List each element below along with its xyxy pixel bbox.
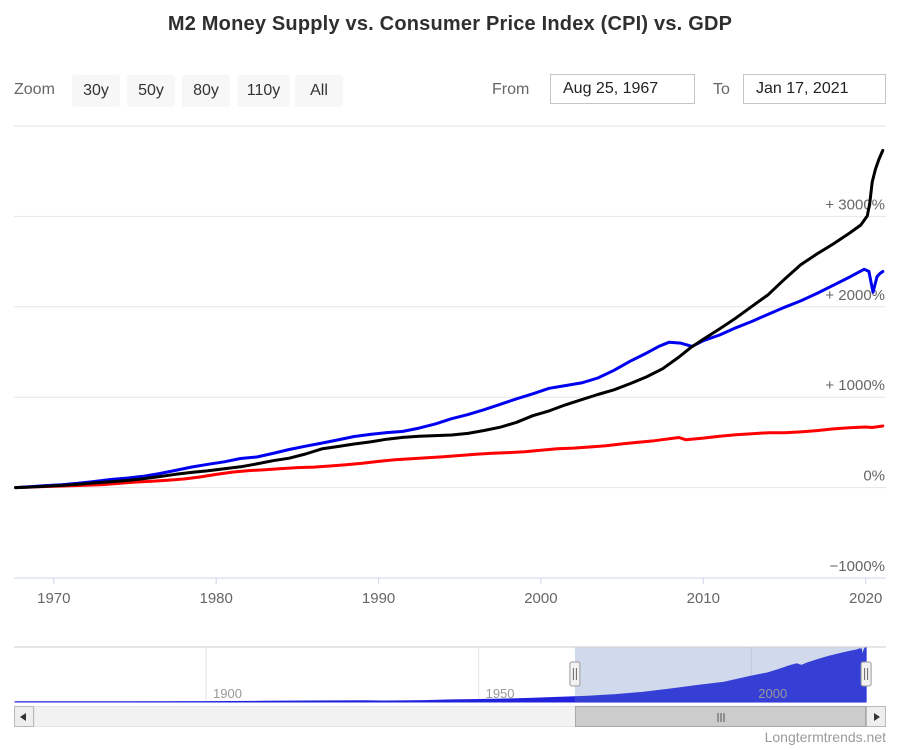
- series-cpi-line: [14, 424, 885, 490]
- scrollbar-right-arrow-button[interactable]: [866, 706, 886, 727]
- zoom-30y-button[interactable]: 30y: [72, 75, 120, 107]
- navigator-area: [14, 646, 867, 703]
- navigator-axis-label: 1950: [486, 686, 515, 701]
- zoom-label: Zoom: [14, 81, 55, 98]
- attribution-link[interactable]: Longtermtrends.net: [764, 729, 886, 745]
- series-gdp-line: [14, 267, 885, 490]
- x-axis-label: 2000: [524, 590, 557, 607]
- zoom-80y-button[interactable]: 80y: [182, 75, 230, 107]
- zoom-110y-button[interactable]: 110y: [237, 75, 290, 107]
- x-axis-label: 1990: [362, 590, 395, 607]
- to-date-input[interactable]: [743, 74, 886, 104]
- y-axis-label: −1000%: [830, 558, 885, 575]
- page-title: M2 Money Supply vs. Consumer Price Index…: [167, 13, 733, 35]
- scrollbar-grip-icon: [717, 713, 724, 722]
- x-axis-label: 2010: [687, 590, 720, 607]
- from-date-input[interactable]: [550, 74, 695, 104]
- left-arrow-icon: [20, 713, 26, 721]
- right-arrow-icon: [874, 713, 880, 721]
- y-axis-label: 0%: [863, 468, 885, 485]
- x-axis-label: 2020: [849, 590, 882, 607]
- from-label: From: [492, 81, 530, 98]
- navigator-selected-mask[interactable]: [574, 647, 867, 702]
- navigator-left-handle[interactable]: [569, 661, 581, 687]
- navigator-axis-label: 2000: [758, 686, 787, 701]
- to-label: To: [713, 81, 730, 98]
- x-axis-label: 1980: [200, 590, 233, 607]
- navigator-axis-label: 1900: [213, 686, 242, 701]
- y-axis-label: + 3000%: [825, 196, 885, 213]
- y-axis-label: + 1000%: [825, 377, 885, 394]
- navigator-right-handle[interactable]: [860, 661, 872, 687]
- y-axis-label: + 2000%: [825, 287, 885, 304]
- scrollbar-thumb[interactable]: [575, 706, 866, 727]
- zoom-50y-button[interactable]: 50y: [127, 75, 175, 107]
- series-m2-line: [14, 148, 885, 490]
- scrollbar-left-arrow-button[interactable]: [14, 706, 34, 727]
- zoom-all-button[interactable]: All: [295, 75, 343, 107]
- x-axis-label: 1970: [37, 590, 70, 607]
